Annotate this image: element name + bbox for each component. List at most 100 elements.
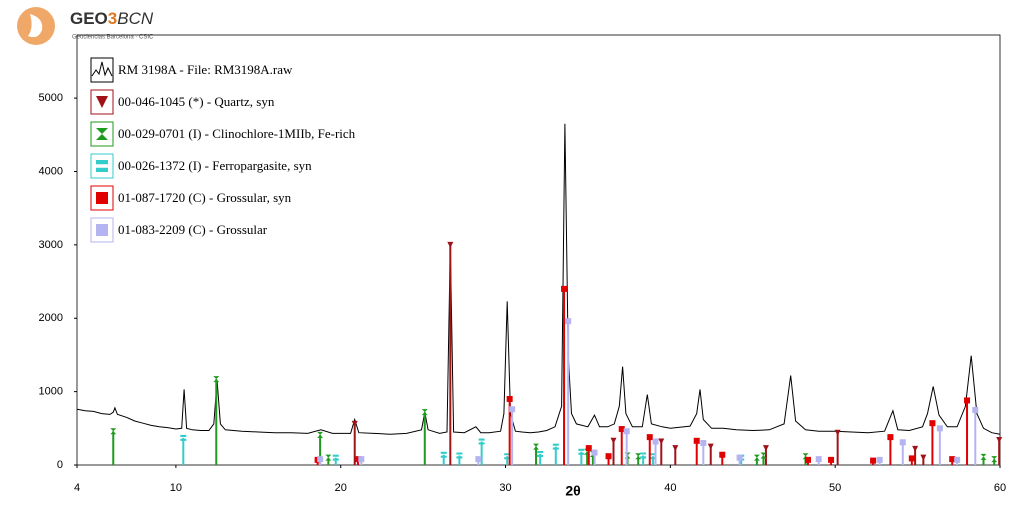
x-tick-label: 20	[335, 482, 347, 494]
logo: GEO3BCN Geociencias Barcelona · CSIC	[17, 7, 154, 45]
legend-label: 00-046-1045 (*) - Quartz, syn	[118, 94, 275, 109]
marker	[421, 409, 428, 416]
marker	[870, 457, 877, 464]
marker	[707, 443, 714, 450]
marker	[440, 451, 447, 458]
y-tick-label: 0	[57, 459, 63, 471]
legend-label: 01-087-1720 (C) - Grossular, syn	[118, 190, 292, 205]
marker	[736, 454, 743, 461]
marker	[447, 241, 454, 248]
marker	[96, 96, 108, 108]
logo-glyph	[28, 14, 43, 38]
marker	[509, 406, 516, 413]
marker	[456, 452, 463, 459]
marker	[920, 454, 927, 461]
marker	[213, 376, 220, 383]
pattern-line	[76, 123, 1001, 435]
logo-part: 3	[108, 9, 117, 28]
marker	[815, 456, 822, 463]
marker	[623, 428, 630, 435]
marker	[887, 434, 894, 441]
marker	[355, 456, 362, 463]
marker	[700, 439, 707, 446]
x-tick-label: 60	[994, 482, 1006, 494]
marker	[980, 453, 987, 460]
marker	[912, 445, 919, 452]
marker	[936, 425, 943, 432]
marker	[96, 192, 108, 204]
marker	[658, 438, 665, 445]
marker	[110, 428, 117, 435]
marker	[96, 128, 108, 140]
x-tick-label: 10	[170, 482, 182, 494]
marker	[828, 456, 835, 463]
plot-frame	[76, 34, 1001, 466]
marker	[478, 438, 485, 445]
marker	[180, 434, 187, 441]
marker	[91, 61, 113, 77]
marker	[578, 448, 585, 455]
marker	[351, 420, 358, 427]
marker	[972, 406, 979, 413]
marker	[325, 454, 332, 461]
marker	[949, 456, 956, 463]
marker	[640, 452, 647, 459]
marker	[591, 449, 598, 456]
marker	[635, 453, 642, 460]
y-tick-label: 3000	[39, 239, 63, 251]
marker	[585, 445, 592, 452]
marker	[358, 456, 365, 463]
marker	[899, 439, 906, 446]
marker	[537, 450, 544, 457]
legend-box	[90, 153, 114, 179]
marker	[753, 454, 760, 461]
marker	[610, 437, 617, 444]
legend-label: 00-029-0701 (I) - Clinochlore-1MIIb, Fe-…	[118, 126, 356, 141]
marker	[719, 451, 726, 458]
marker	[552, 443, 559, 450]
marker	[760, 452, 767, 459]
marker	[876, 456, 883, 463]
legend-label: RM 3198A - File: RM3198A.raw	[118, 62, 293, 77]
marker	[646, 434, 653, 441]
marker	[996, 437, 1003, 444]
marker	[618, 426, 625, 433]
marker	[565, 318, 572, 325]
marker	[332, 454, 339, 461]
marker	[804, 456, 811, 463]
marker	[652, 438, 659, 445]
x-tick-label: 4	[74, 482, 80, 494]
marker	[762, 445, 769, 452]
y-tick-label: 1000	[39, 386, 63, 398]
marker	[954, 456, 961, 463]
marker	[929, 420, 936, 427]
legend-box	[90, 57, 114, 83]
marker	[561, 285, 568, 292]
marker	[964, 397, 971, 404]
logo-part: GEO	[70, 9, 108, 28]
marker	[475, 456, 482, 463]
x-tick-label: 30	[499, 482, 511, 494]
marker	[506, 395, 513, 402]
marker	[672, 445, 679, 452]
marker	[96, 224, 108, 236]
marker	[834, 429, 841, 436]
marker	[908, 455, 915, 462]
x-tick-label: 50	[829, 482, 841, 494]
y-tick-label: 5000	[39, 92, 63, 104]
legend-label: 01-083-2209 (C) - Grossular	[118, 222, 268, 237]
logo-text: GEO3BCN	[70, 9, 154, 28]
y-tick-label: 4000	[39, 165, 63, 177]
marker	[991, 456, 998, 463]
legend-label: 00-026-1372 (I) - Ferropargasite, syn	[118, 158, 312, 173]
x-tick-label: 40	[664, 482, 676, 494]
logo-part: BCN	[117, 9, 154, 28]
marker	[693, 437, 700, 444]
marker	[317, 431, 324, 438]
marker	[533, 443, 540, 450]
x-axis-label: 2θ	[565, 483, 580, 499]
legend: RM 3198A - File: RM3198A.raw 00-046-1045 …	[90, 57, 356, 243]
logo-subtitle: Geociencias Barcelona · CSIC	[72, 35, 154, 41]
